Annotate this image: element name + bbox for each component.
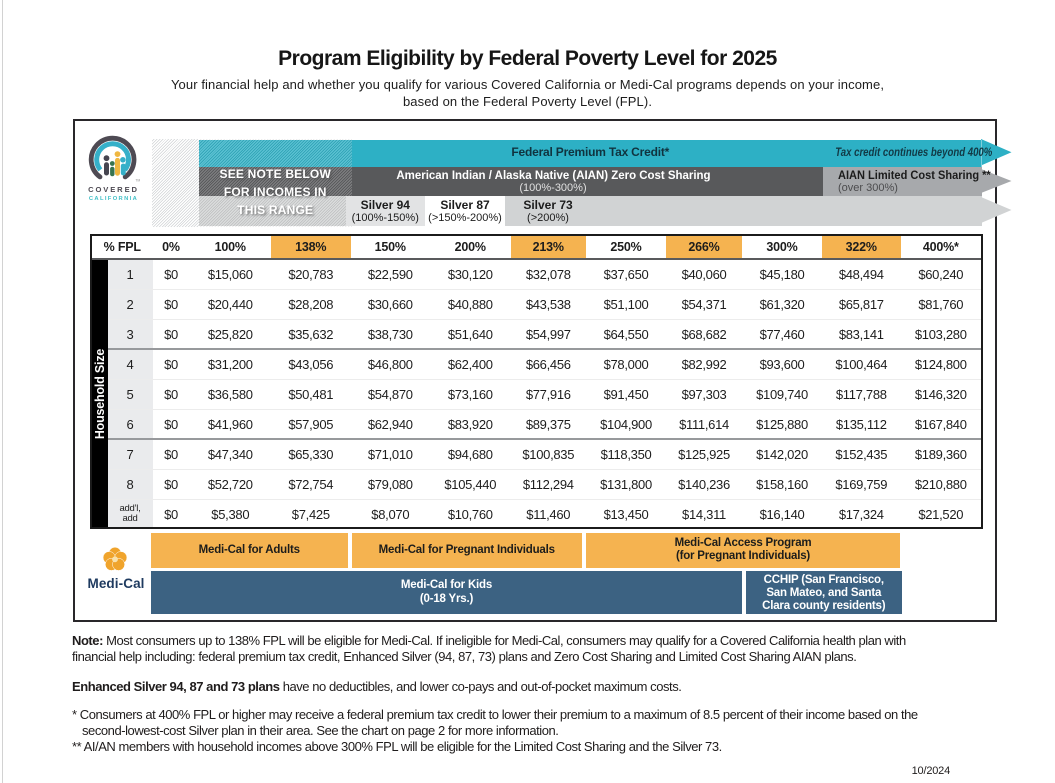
svg-text:CALIFORNIA: CALIFORNIA bbox=[89, 196, 138, 202]
svg-text:TM: TM bbox=[136, 179, 141, 183]
svg-text:COVERED: COVERED bbox=[88, 185, 139, 194]
